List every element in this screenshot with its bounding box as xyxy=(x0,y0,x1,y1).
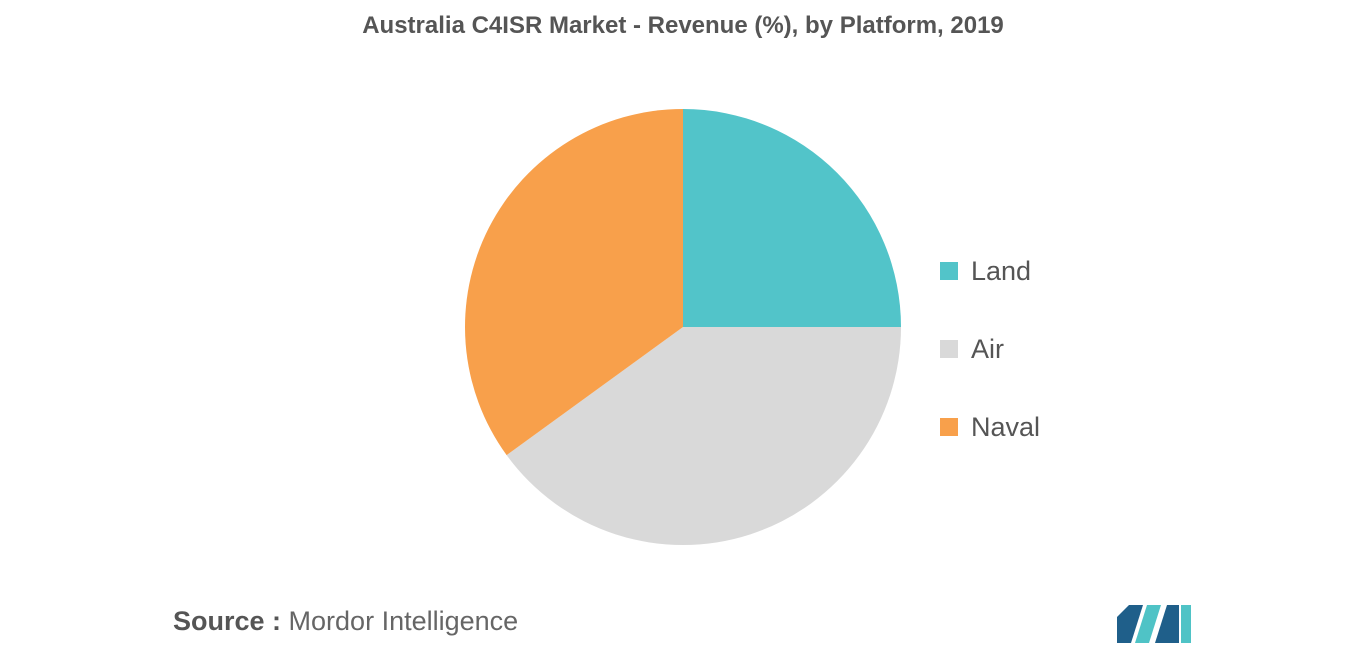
legend-swatch-naval xyxy=(940,418,958,436)
source-prefix: Source : xyxy=(173,606,282,636)
pie-slices xyxy=(465,109,901,545)
legend-item-naval: Naval xyxy=(940,388,1040,466)
legend-swatch-land xyxy=(940,262,958,280)
pie-slice-land xyxy=(683,109,901,327)
legend-label-air: Air xyxy=(971,333,1004,364)
legend: Land Air Naval xyxy=(940,232,1040,466)
logo-shape-left xyxy=(1117,605,1143,643)
logo-shape-edge xyxy=(1181,605,1191,643)
logo-shape-mid xyxy=(1135,605,1161,643)
legend-item-air: Air xyxy=(940,310,1040,388)
source-text: Mordor Intelligence xyxy=(288,606,519,636)
chart-title: Australia C4ISR Market - Revenue (%), by… xyxy=(362,12,1004,39)
legend-item-land: Land xyxy=(940,232,1040,310)
legend-label-naval: Naval xyxy=(971,411,1041,442)
logo-shape-right xyxy=(1155,605,1179,643)
source-note: Source : Mordor Intelligence xyxy=(173,606,518,637)
pie-slice-naval xyxy=(465,109,683,456)
legend-swatch-air xyxy=(940,340,958,358)
legend-label-land: Land xyxy=(971,255,1032,286)
pie-slice-air xyxy=(506,327,901,545)
mordor-intelligence-logo xyxy=(1117,605,1191,643)
